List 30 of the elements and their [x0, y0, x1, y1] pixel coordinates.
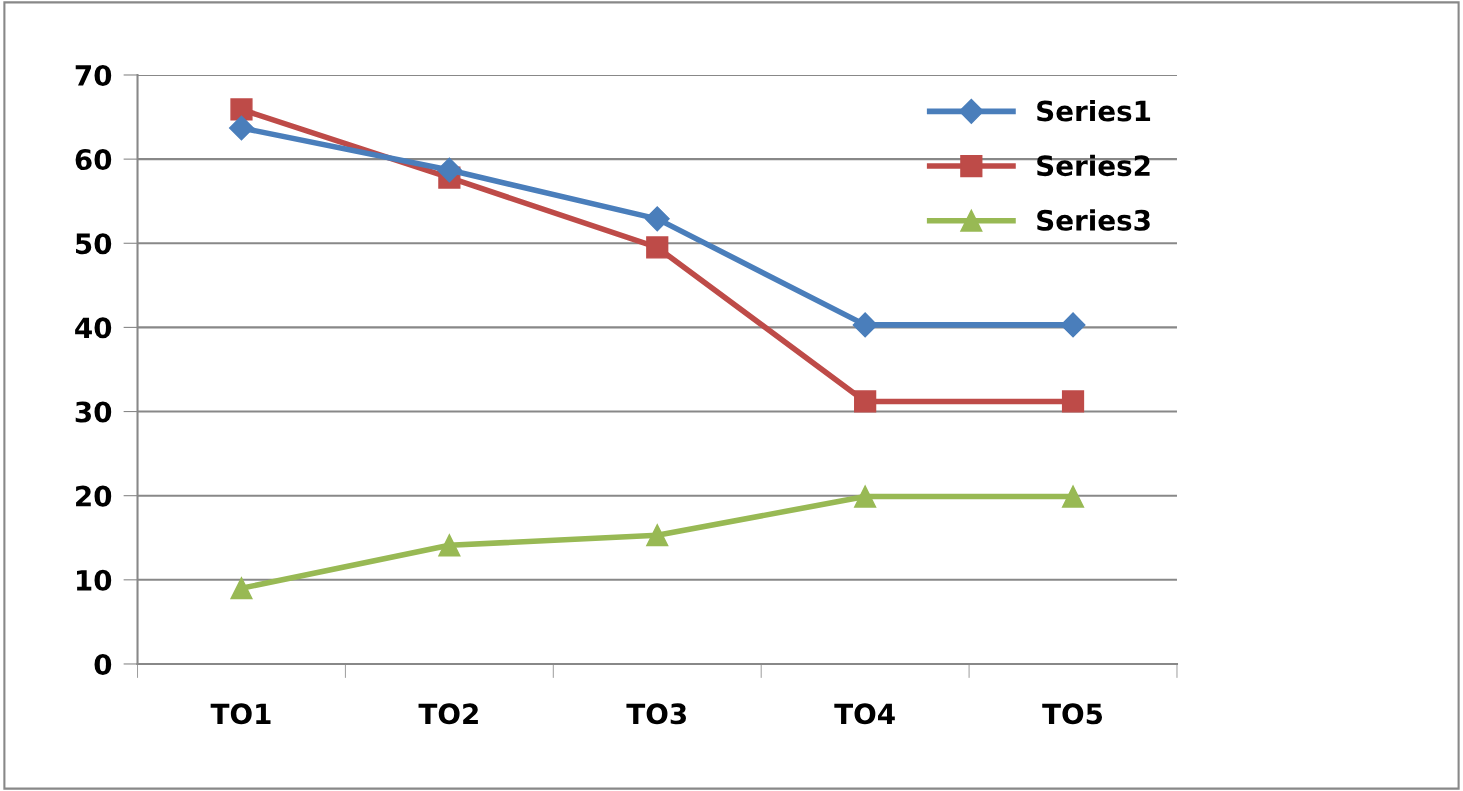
y-tick-label: 20: [76, 485, 112, 507]
point: [646, 524, 669, 547]
y-tick-label: 10: [77, 569, 112, 591]
y-tick-label: 60: [75, 149, 112, 171]
point: [228, 115, 254, 141]
legend-label: Series3: [1037, 209, 1150, 231]
point: [646, 236, 669, 259]
y-tick-label: 70: [75, 64, 112, 86]
x-tick-label: TO1: [210, 703, 271, 725]
point: [854, 390, 877, 413]
point: [438, 534, 461, 557]
point: [436, 157, 462, 183]
point: [1060, 312, 1086, 338]
point: [644, 206, 670, 232]
legend-label: Series2: [1037, 154, 1150, 177]
x-tick-label: TO2: [418, 703, 478, 725]
point: [1061, 390, 1085, 413]
point: [230, 98, 253, 121]
x-tick-label: TO5: [1042, 703, 1103, 725]
y-tick-label: 50: [76, 233, 112, 255]
y-tick-label: 30: [75, 401, 112, 423]
point: [852, 312, 878, 338]
y-tick-label: 0: [94, 653, 112, 675]
point: [230, 577, 253, 600]
x-tick-label: TO4: [834, 703, 895, 725]
y-tick-label: 40: [75, 317, 112, 339]
point: [854, 485, 877, 508]
x-tick-label: TO3: [626, 703, 686, 725]
legend-label: Series1: [1037, 99, 1151, 122]
point: [1061, 485, 1085, 508]
